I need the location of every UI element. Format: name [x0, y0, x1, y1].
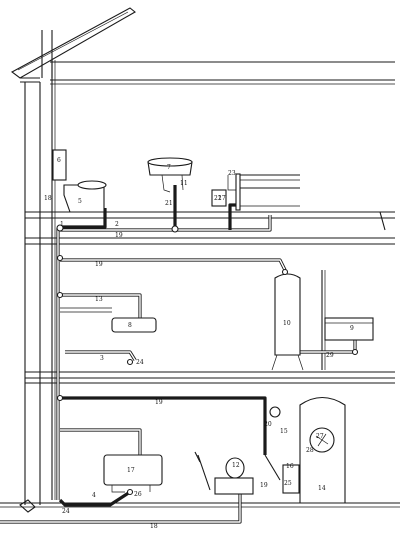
fixture-5-toilet [63, 180, 107, 213]
label-1: 1 [60, 221, 64, 228]
fixture-7-basin [147, 157, 193, 193]
label-22: 22 [214, 195, 222, 202]
supply-pipes [60, 185, 357, 455]
label-23: 23 [228, 170, 236, 177]
label-29: 29 [326, 352, 334, 359]
label-28: 28 [306, 447, 314, 454]
label-12: 12 [232, 462, 240, 469]
label-5: 5 [78, 198, 82, 205]
label-25: 25 [284, 480, 292, 487]
label-6: 6 [57, 157, 61, 164]
fixture-8-sink [60, 307, 157, 333]
label-19-d: 19 [260, 482, 268, 489]
ground-drain [0, 490, 242, 524]
fixture-10-boiler [271, 273, 304, 371]
label-14: 14 [318, 485, 326, 492]
label-7: 7 [167, 164, 171, 171]
label-3: 3 [100, 355, 104, 362]
label-10: 10 [283, 320, 291, 327]
label-16: 16 [286, 463, 294, 470]
label-4: 4 [92, 492, 96, 499]
label-13: 13 [95, 296, 103, 303]
fixture-6-tank [52, 149, 67, 181]
label-18: 18 [44, 195, 52, 202]
fixture-9-tub [324, 317, 374, 341]
floors [0, 174, 400, 508]
label-11: 11 [180, 180, 188, 187]
label-24-b: 24 [62, 508, 70, 515]
label-8: 8 [128, 322, 132, 329]
label-24-a: 24 [136, 359, 144, 366]
label-19-b: 19 [95, 261, 103, 268]
label-19-a: 19 [115, 232, 123, 239]
label-20: 20 [264, 421, 272, 428]
label-19-c: 19 [155, 399, 163, 406]
label-18-ground: 18 [150, 523, 158, 530]
label-27: 27 [316, 433, 324, 440]
label-15: 15 [280, 428, 288, 435]
fixture-12-pump [194, 451, 254, 495]
fixture-bathtub [227, 173, 241, 211]
label-2: 2 [115, 221, 119, 228]
label-17: 17 [127, 467, 135, 474]
fixture-22-trap [211, 189, 227, 207]
label-9: 9 [350, 325, 354, 332]
roof [10, 7, 395, 85]
label-17-upper: 17 [218, 195, 226, 202]
label-26: 26 [134, 491, 142, 498]
fixture-16-gauge [264, 406, 300, 494]
label-21: 21 [165, 200, 173, 207]
callout-labels: 6 5 18 7 11 21 23 17 22 2 19 1 19 13 8 3… [44, 157, 354, 530]
fixture-14-furnace [299, 396, 346, 504]
fixture-17-tank [103, 454, 163, 493]
valves [56, 224, 359, 496]
